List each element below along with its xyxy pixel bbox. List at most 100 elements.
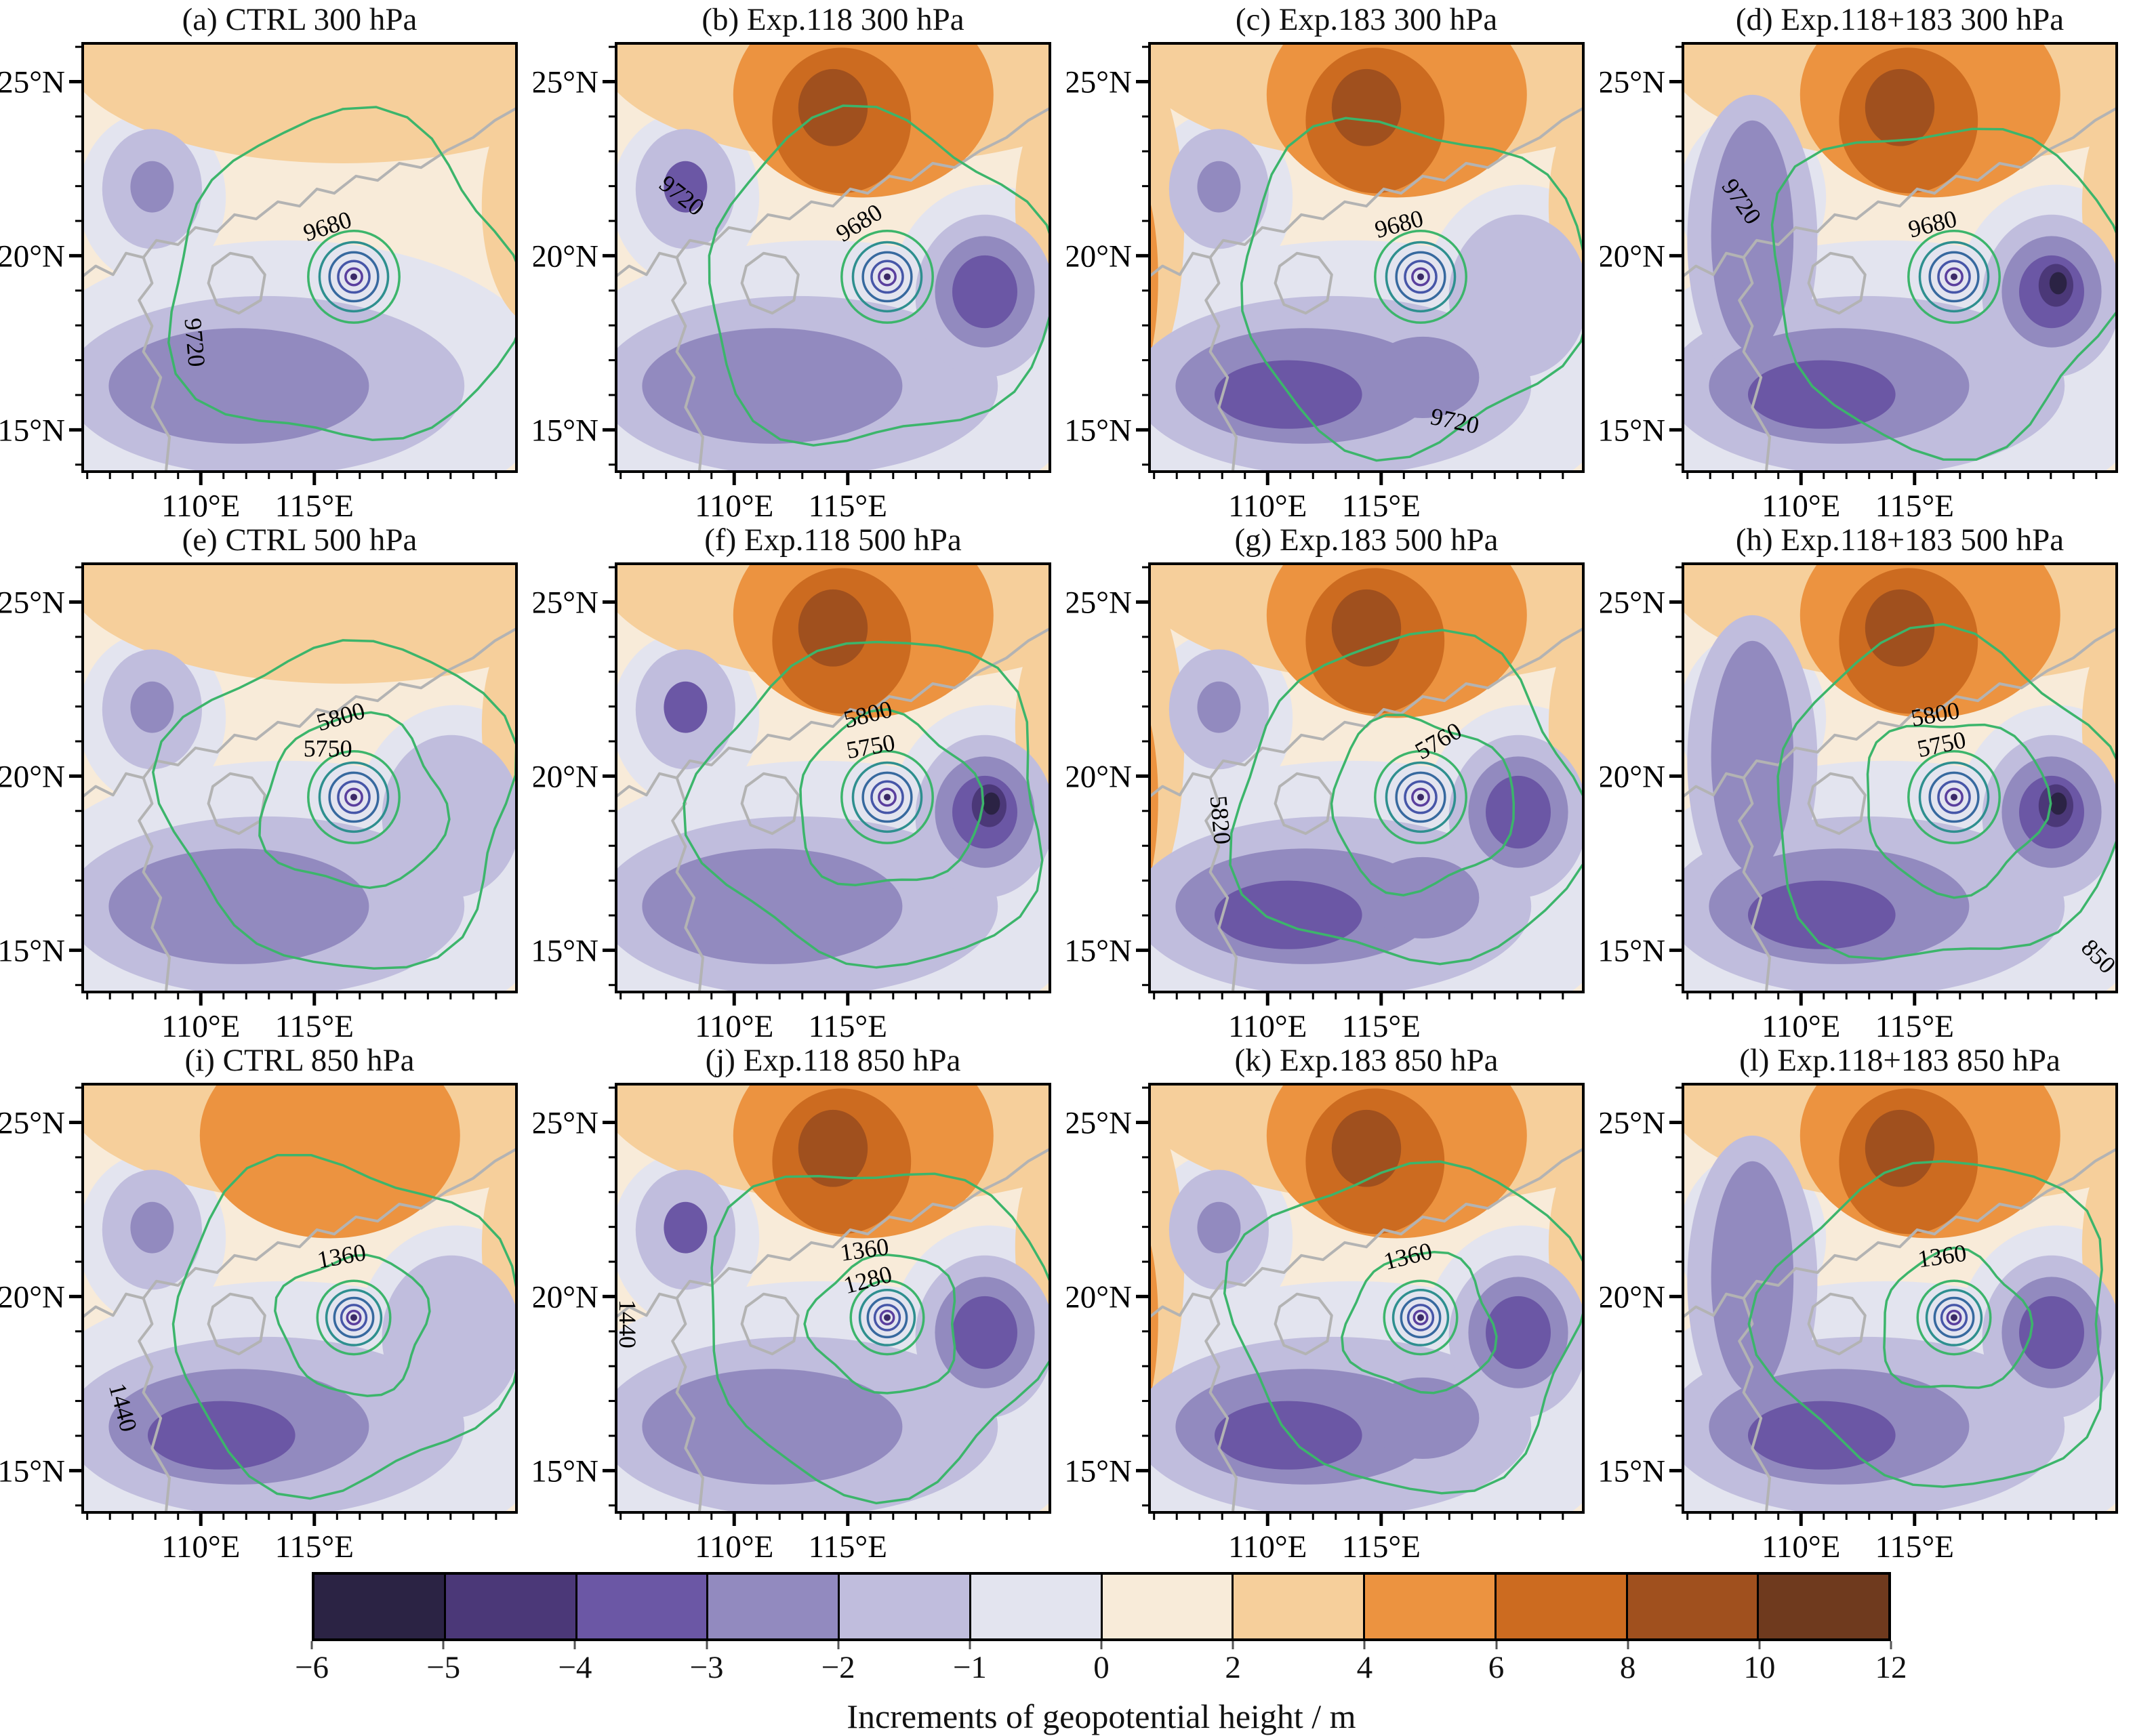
contour-label-e-1: 5750 [304, 735, 352, 762]
y-tick-label: 25°N [1600, 585, 1665, 621]
colorbar-tickmark [1100, 1641, 1103, 1649]
x-tick-label: 110°E [1228, 489, 1307, 520]
y-tick-label: 25°N [1067, 1106, 1132, 1141]
colorbar-tick-label: 4 [1356, 1650, 1373, 1685]
colorbar-tick-label: −5 [426, 1650, 461, 1685]
y-tick-label: 20°N [1067, 759, 1132, 794]
y-tick-label: 15°N [1600, 933, 1665, 968]
colorbar-ticks: −6 −5 −4 −3 −2 −1 0 2 4 6 8 10 12 [295, 1641, 1907, 1693]
colorbar-tickmark [969, 1641, 971, 1649]
colorbar-tick-label: 10 [1743, 1650, 1776, 1685]
panel-title-k: (k) Exp.183 850 hPa [1234, 1043, 1499, 1078]
x-tick-label: 110°E [1228, 1529, 1307, 1561]
y-tick-label: 15°N [533, 1453, 598, 1489]
colorbar-tickmark [1232, 1641, 1234, 1649]
y-tick-label: 15°N [1067, 413, 1132, 448]
y-tick-label: 25°N [533, 585, 598, 621]
contour-label-a-1: 9720 [179, 317, 210, 368]
colorbar-tick-label: 0 [1093, 1650, 1110, 1685]
y-tick-label: 20°N [533, 239, 598, 274]
x-tick-label: 115°E [275, 489, 354, 520]
colorbar-tick-label: 12 [1875, 1650, 1907, 1685]
y-tick-label: 25°N [0, 65, 65, 100]
panel-cell-f: (f) Exp.118 500 hPa 5800 5750 110°E 115°E 15°… [533, 520, 1067, 1041]
y-tick-label: 20°N [0, 759, 65, 794]
y-tick-label: 15°N [1067, 933, 1132, 968]
y-tick-label: 15°N [0, 1453, 65, 1489]
colorbar-tickmark [1890, 1641, 1892, 1649]
y-tick-label: 25°N [1600, 1106, 1665, 1141]
x-tick-label: 115°E [1342, 1009, 1421, 1041]
x-tick-label: 110°E [1762, 1529, 1840, 1561]
x-tick-label: 115°E [1342, 1529, 1421, 1561]
panel-cell-c: (c) Exp.183 300 hPa 9680 9720 110°E 115°E 15°… [1067, 0, 1600, 520]
colorbar-segment-5 [971, 1575, 1103, 1638]
colorbar-segment-2 [577, 1575, 709, 1638]
colorbar-tickmark [1627, 1641, 1629, 1649]
contour-label-j-2: 1440 [614, 1300, 641, 1348]
panel-title-e: (e) CTRL 500 hPa [182, 522, 418, 558]
y-tick-label: 15°N [0, 933, 65, 968]
panel-title-b: (b) Exp.118 300 hPa [702, 2, 964, 37]
colorbar-segment-9 [1496, 1575, 1628, 1638]
y-tick-label: 20°N [533, 759, 598, 794]
x-tick-label: 110°E [1228, 1009, 1307, 1041]
colorbar-segment-8 [1365, 1575, 1497, 1638]
y-tick-label: 20°N [1600, 759, 1665, 794]
y-tick-label: 15°N [533, 413, 598, 448]
y-tick-label: 25°N [0, 1106, 65, 1141]
y-tick-label: 15°N [0, 413, 65, 448]
colorbar [312, 1572, 1891, 1641]
x-tick-label: 110°E [161, 489, 240, 520]
x-tick-label: 115°E [275, 1009, 354, 1041]
colorbar-tick-label: −3 [689, 1650, 724, 1685]
y-tick-label: 20°N [0, 1279, 65, 1315]
panel-title-g: (g) Exp.183 500 hPa [1234, 522, 1499, 558]
y-tick-label: 20°N [1067, 1279, 1132, 1315]
x-tick-label: 110°E [695, 489, 773, 520]
y-tick-label: 25°N [533, 65, 598, 100]
y-tick-label: 20°N [533, 1279, 598, 1315]
x-tick-label: 115°E [1875, 1009, 1954, 1041]
colorbar-tickmark [1363, 1641, 1366, 1649]
panel-cell-g: (g) Exp.183 500 hPa 5760 5820 110°E 115°E 15°… [1067, 520, 1600, 1041]
colorbar-tickmark [1495, 1641, 1497, 1649]
panel-title-l: (l) Exp.118+183 850 hPa [1739, 1043, 2060, 1078]
map-panel-l: 1360 110°E 115°E 15°N 20°N 25°N [1600, 1083, 2118, 1561]
x-tick-label: 115°E [1342, 489, 1421, 520]
x-tick-label: 110°E [695, 1009, 773, 1041]
y-tick-label: 15°N [1600, 413, 1665, 448]
y-tick-label: 15°N [533, 933, 598, 968]
panel-cell-i: (i) CTRL 850 hPa 1360 1440 110°E 115°E 15°N 20… [0, 1041, 533, 1561]
y-tick-label: 25°N [0, 585, 65, 621]
panel-cell-j: (j) Exp.118 850 hPa 1360 1280 1440 110°E 115°… [533, 1041, 1067, 1561]
colorbar-tickmark [1758, 1641, 1761, 1649]
contour-label-g-1: 5820 [1205, 795, 1236, 846]
y-tick-label: 15°N [1600, 1453, 1665, 1489]
colorbar-segment-10 [1627, 1575, 1760, 1638]
panel-cell-d: (d) Exp.118+183 300 hPa 9680 9720 110°E 115°… [1600, 0, 2134, 520]
colorbar-tick-label: 2 [1225, 1650, 1241, 1685]
colorbar-segment-7 [1234, 1575, 1365, 1638]
x-tick-label: 115°E [809, 1009, 887, 1041]
panel-title-j: (j) Exp.118 850 hPa [705, 1043, 961, 1078]
colorbar-block: −6 −5 −4 −3 −2 −1 0 2 4 6 8 10 12 Increments of geop… [295, 1572, 1907, 1736]
x-tick-label: 115°E [275, 1529, 354, 1561]
contour-label-j-0: 1360 [838, 1233, 891, 1266]
panel-title-f: (f) Exp.118 500 hPa [704, 522, 962, 558]
panel-cell-b: (b) Exp.118 300 hPa 9680 9720 110°E 115°E 15°… [533, 0, 1067, 520]
x-tick-label: 110°E [1762, 489, 1840, 520]
x-tick-label: 115°E [1875, 1529, 1954, 1561]
colorbar-tick-label: −1 [952, 1650, 987, 1685]
colorbar-segment-3 [708, 1575, 840, 1638]
